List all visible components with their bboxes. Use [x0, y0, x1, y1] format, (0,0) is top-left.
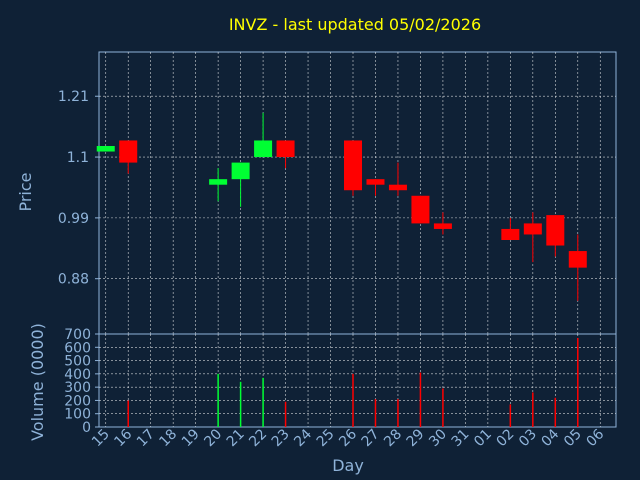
day-tick-label: 04: [539, 426, 563, 450]
day-tick-label: 17: [134, 426, 158, 450]
candle-body: [96, 146, 115, 152]
volume-panel-frame: [98, 333, 617, 428]
day-tick-label: 25: [314, 426, 338, 450]
volume-bar: [352, 373, 354, 427]
volume-bar: [262, 377, 264, 427]
chart-title: INVZ - last updated 05/02/2026: [229, 15, 481, 34]
day-tick-label: 29: [404, 426, 428, 450]
day-tick-label: 21: [224, 426, 248, 450]
price-panel: 1.21 1.1 0.99 0.88: [58, 51, 617, 335]
candle-body: [119, 140, 138, 163]
volume-tick-label: 0: [82, 420, 91, 436]
day-tick-label: 26: [336, 426, 360, 450]
day-tick-label: 24: [291, 426, 315, 450]
day-tick-label: 16: [111, 426, 135, 450]
volume-tick-label: 200: [64, 393, 91, 409]
day-tick-label: 19: [179, 426, 203, 450]
candle-body: [433, 223, 452, 229]
candle-body: [366, 179, 385, 185]
day-tick-label: 31: [449, 426, 473, 450]
volume-axis-label: Volume (0000): [28, 323, 47, 441]
candle-body: [209, 179, 228, 185]
price-panel-frame: [98, 51, 617, 335]
day-tick-label: 01: [471, 426, 495, 450]
volume-bar: [419, 372, 422, 427]
day-axis-label: Day: [332, 456, 364, 475]
volume-bar: [239, 381, 242, 427]
volume-tick-label: 500: [64, 354, 91, 370]
candle-body: [276, 140, 295, 158]
volume-bar: [397, 399, 399, 427]
price-tick-label: 0.99: [58, 211, 89, 227]
candle-body: [388, 184, 407, 191]
day-tick-labels: 1516171819202122232425262728293031010203…: [89, 426, 607, 450]
day-tick-label: 05: [561, 426, 585, 450]
price-tick-label: 1.21: [58, 89, 89, 105]
candle-body: [411, 195, 430, 224]
day-tick-label: 02: [494, 426, 518, 450]
day-tick-label: 06: [583, 426, 607, 450]
volume-bar: [217, 373, 219, 427]
candle-body: [231, 162, 250, 180]
volume-bar: [284, 401, 287, 427]
candle-body: [523, 223, 542, 235]
price-axis-label: Price: [16, 172, 35, 211]
volume-bar: [442, 388, 444, 427]
volume-tick-label: 400: [64, 367, 91, 383]
day-tick-label: 15: [89, 426, 113, 450]
candle-body: [254, 140, 273, 158]
volume-tick-label: 700: [64, 327, 91, 343]
volume-bar: [532, 392, 534, 427]
candle-body: [501, 228, 520, 240]
day-tick-label: 23: [269, 426, 293, 450]
volume-bar: [127, 400, 129, 427]
day-tick-label: 30: [426, 426, 450, 450]
volume-bar: [577, 337, 579, 427]
candle-body: [344, 140, 362, 191]
day-tick-label: 03: [516, 426, 540, 450]
volume-tick-label: 100: [64, 407, 91, 423]
day-tick-label: 27: [359, 426, 383, 450]
volume-tick-label: 300: [64, 380, 91, 396]
volume-bar: [374, 399, 377, 427]
day-tick-label: 18: [156, 426, 180, 450]
candle-body: [568, 251, 587, 268]
candle-body: [546, 215, 565, 246]
volume-bar: [509, 404, 512, 427]
price-tick-label: 1.1: [67, 150, 89, 166]
price-tick-label: 0.88: [58, 272, 89, 288]
day-tick-label: 22: [246, 426, 270, 450]
day-tick-label: 20: [201, 426, 225, 450]
volume-bar: [554, 397, 557, 427]
day-tick-label: 28: [381, 426, 405, 450]
volume-tick-label: 600: [64, 340, 91, 356]
